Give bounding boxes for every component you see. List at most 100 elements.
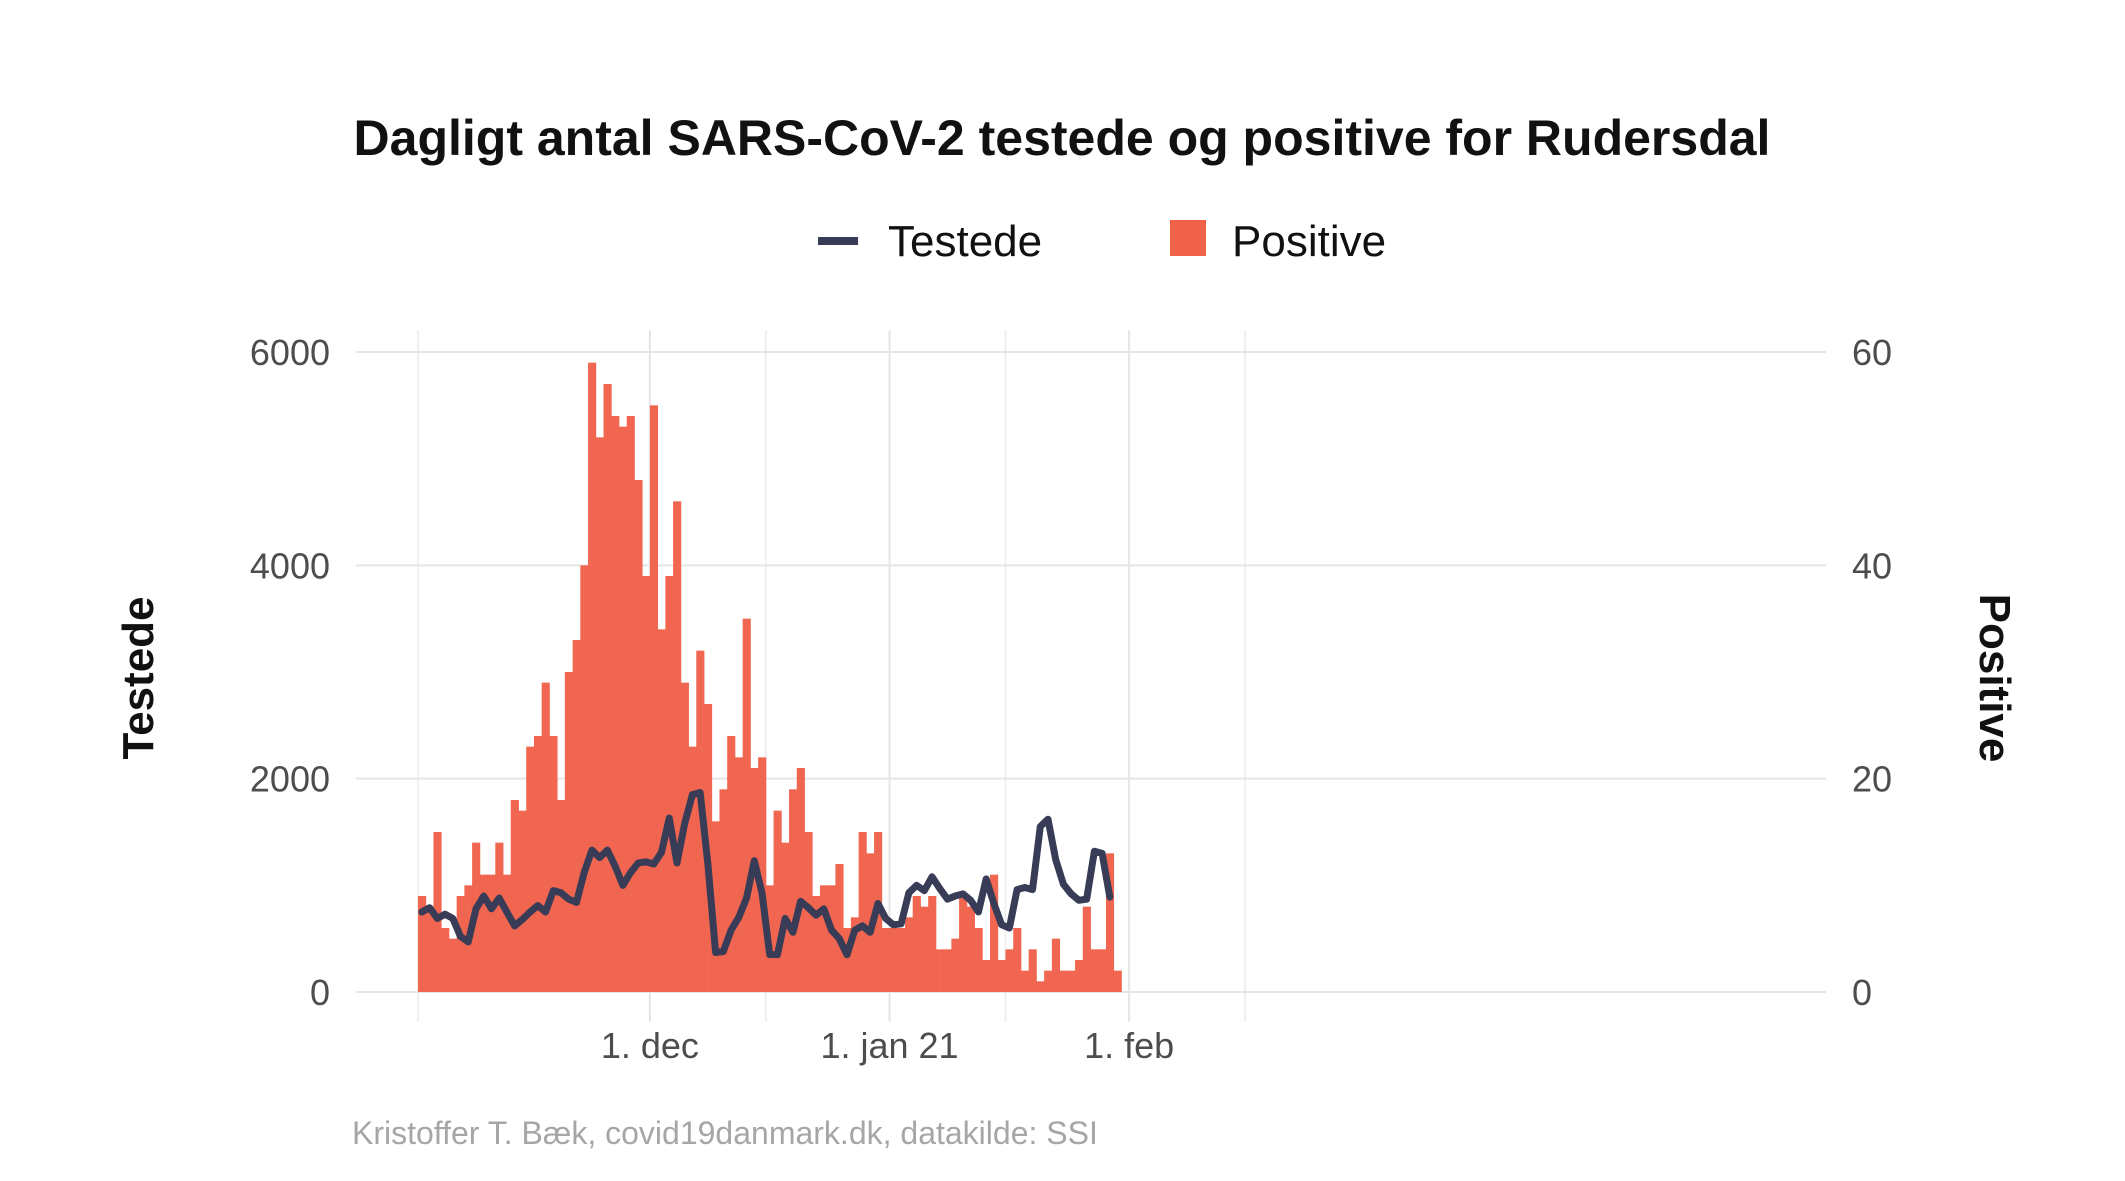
legend-positive-label: Positive — [1232, 217, 1386, 266]
positive-bar — [827, 885, 836, 992]
positive-bar — [881, 928, 890, 992]
positive-bar — [1113, 970, 1122, 992]
positive-bar — [835, 864, 844, 992]
y-left-tick-label: 2000 — [250, 759, 330, 800]
positive-bar — [727, 736, 736, 992]
y-right-tick-label: 20 — [1852, 759, 1892, 800]
positive-bar — [1051, 938, 1060, 992]
positive-bar — [1105, 853, 1115, 992]
positive-bar — [734, 757, 744, 992]
positive-bar — [448, 938, 458, 992]
positive-bar — [812, 896, 821, 992]
positive-bar — [1082, 906, 1091, 992]
positive-bar — [518, 810, 527, 992]
positive-bar — [510, 800, 519, 992]
x-ticks: 1. dec 1. jan 21 1. feb — [601, 1025, 1174, 1066]
positive-bar — [503, 874, 512, 992]
positive-bar — [495, 842, 504, 992]
positive-bar — [611, 416, 620, 992]
positive-bar — [526, 746, 535, 992]
y-left-axis-title: Testede — [114, 596, 163, 759]
legend-positive-swatch — [1170, 220, 1206, 256]
positive-bar — [588, 362, 597, 992]
positive-bar — [897, 928, 906, 992]
positive-bar — [1013, 928, 1022, 992]
positive-bar — [657, 629, 666, 992]
positive-bar — [634, 480, 643, 992]
positive-bar — [920, 906, 929, 992]
positive-bar — [819, 885, 829, 992]
y-right-axis-title: Positive — [1970, 594, 2019, 763]
positive-bar — [418, 896, 427, 992]
positive-bar — [889, 928, 898, 992]
positive-bar — [626, 416, 635, 992]
positive-bar — [580, 565, 589, 992]
positive-bar — [974, 928, 983, 992]
x-tick-label: 1. jan 21 — [820, 1025, 958, 1066]
y-right-ticks: 0 20 40 60 — [1852, 332, 1892, 1013]
positive-bar — [951, 938, 960, 992]
positive-bar — [935, 949, 945, 992]
positive-bar — [796, 768, 805, 992]
positive-bar — [990, 874, 999, 992]
positive-bar — [549, 736, 558, 992]
positive-bar — [1028, 949, 1037, 992]
y-left-ticks: 0 2000 4000 6000 — [250, 332, 330, 1013]
positive-bar — [564, 672, 573, 992]
positive-bar — [711, 821, 720, 992]
y-left-tick-label: 6000 — [250, 332, 330, 373]
positive-bar — [858, 832, 867, 992]
y-right-tick-label: 40 — [1852, 545, 1892, 586]
chart-title: Dagligt antal SARS-CoV-2 testede og posi… — [354, 110, 1771, 166]
legend-testede-label: Testede — [888, 217, 1042, 266]
positive-bar — [719, 789, 728, 992]
positive-bar — [912, 896, 921, 992]
positive-bar — [850, 917, 860, 992]
x-tick-label: 1. feb — [1084, 1025, 1174, 1066]
positive-bar — [665, 576, 674, 992]
positive-bar — [1067, 970, 1076, 992]
positive-bar — [997, 960, 1006, 992]
positive-bar — [433, 832, 442, 992]
positive-bar — [904, 917, 914, 992]
positive-bar — [603, 384, 612, 992]
y-left-tick-label: 0 — [310, 972, 330, 1013]
positive-bar — [441, 928, 450, 992]
positive-bar — [959, 896, 968, 992]
positive-bar — [1090, 949, 1099, 992]
positive-bar — [1075, 960, 1084, 992]
positive-bar — [673, 501, 682, 992]
positive-bar — [750, 768, 759, 992]
positive-bar — [758, 757, 767, 992]
y-right-tick-label: 0 — [1852, 972, 1872, 1013]
positive-bar — [533, 736, 543, 992]
positive-bar — [425, 906, 434, 992]
positive-bar — [1020, 970, 1030, 992]
positive-bar — [943, 949, 952, 992]
positive-bar — [649, 405, 659, 993]
positive-bar — [1059, 970, 1068, 992]
positive-bar — [595, 437, 604, 993]
testede-line-layer — [418, 789, 1114, 959]
y-right-tick-label: 60 — [1852, 332, 1892, 373]
positive-bar — [487, 874, 496, 992]
positive-bar — [1098, 949, 1107, 992]
positive-bar — [688, 746, 697, 992]
positive-bar — [1044, 970, 1053, 992]
positive-bar — [1036, 981, 1045, 992]
positive-bar — [982, 960, 991, 992]
positive-bar — [773, 810, 782, 992]
positive-bar — [789, 789, 798, 992]
positive-bar — [742, 618, 751, 992]
positive-bar — [1005, 949, 1014, 992]
positive-bar — [456, 896, 465, 992]
positive-bar — [928, 896, 937, 992]
positive-bar — [541, 682, 550, 992]
positive-bar — [572, 640, 581, 992]
positive-bar — [642, 576, 651, 992]
legend: Testede Positive — [818, 217, 1386, 266]
x-tick-label: 1. dec — [601, 1025, 699, 1066]
positive-bar — [618, 426, 628, 992]
positive-bar — [843, 928, 852, 992]
positive-bar — [479, 874, 488, 992]
